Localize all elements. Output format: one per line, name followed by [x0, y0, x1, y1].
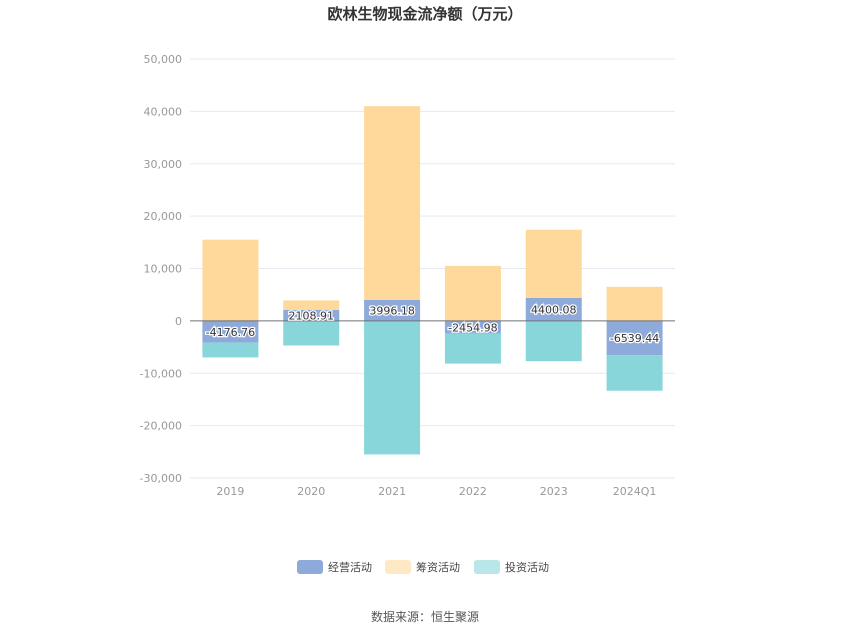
bar-1-5 [606, 286, 663, 321]
y-tick-label: 20,000 [144, 210, 183, 223]
data-label: 2108.91 [289, 309, 335, 322]
x-axis-ticks: 2019 2020 2021 2022 2023 2024Q1 [216, 485, 656, 498]
legend-label[interactable]: 筹资活动 [416, 560, 460, 574]
data-labels: -4176.76 2108.91 3996.18 -2454.98 4400.08 -65… [204, 302, 660, 346]
x-tick-label: 2021 [378, 485, 406, 498]
data-label: 3996.18 [369, 304, 415, 317]
data-label: -6539.44 [610, 332, 659, 345]
bar-0-0 [202, 320, 259, 343]
y-tick-label: -10,000 [140, 367, 182, 380]
y-axis-ticks: 50,000 40,000 30,000 20,000 10,000 0 -10,000 -2… [140, 53, 182, 485]
bar-0-4 [525, 297, 582, 321]
bar-0-2 [364, 299, 421, 321]
bar-1-2 [364, 106, 421, 300]
bar-2-2 [364, 320, 421, 455]
bar-1-0 [202, 239, 259, 321]
y-tick-label: 30,000 [144, 158, 183, 171]
bar-2-1 [283, 320, 340, 346]
x-tick-label: 2019 [216, 485, 244, 498]
legend-swatch[interactable] [297, 560, 323, 574]
legend: 经营活动 筹资活动 投资活动 [297, 560, 549, 574]
bar-1-3 [444, 265, 501, 321]
source-note: 数据来源：恒生聚源 [371, 609, 479, 624]
bar-0-3 [444, 320, 501, 334]
y-tick-label: 50,000 [144, 53, 183, 66]
x-tick-label: 2020 [297, 485, 325, 498]
y-tick-label: 40,000 [144, 105, 183, 118]
legend-label[interactable]: 投资活动 [505, 560, 549, 574]
bars [202, 106, 663, 455]
bar-0-1 [283, 309, 340, 321]
data-label: -2454.98 [448, 321, 497, 334]
legend-label[interactable]: 经营活动 [328, 560, 372, 574]
bar-2-4 [525, 320, 582, 362]
data-label: 4400.08 [531, 303, 577, 316]
bar-2-0 [202, 342, 259, 358]
y-tick-label: 10,000 [144, 263, 183, 276]
chart-title: 欧林生物现金流净额（万元） [327, 5, 522, 23]
y-tick-label: 0 [175, 315, 182, 328]
bar-1-4 [525, 229, 582, 298]
y-tick-label: -30,000 [140, 472, 182, 485]
bar-2-3 [444, 333, 501, 364]
x-tick-label: 2023 [540, 485, 568, 498]
data-label: -4176.76 [206, 326, 255, 339]
bar-1-1 [283, 300, 340, 310]
legend-swatch[interactable] [385, 560, 411, 574]
bar-2-5 [606, 355, 663, 391]
grid [190, 58, 675, 479]
x-tick-label: 2022 [459, 485, 487, 498]
y-tick-label: -20,000 [140, 420, 182, 433]
bar-0-5 [606, 320, 663, 356]
legend-swatch[interactable] [474, 560, 500, 574]
x-tick-label: 2024Q1 [613, 485, 657, 498]
